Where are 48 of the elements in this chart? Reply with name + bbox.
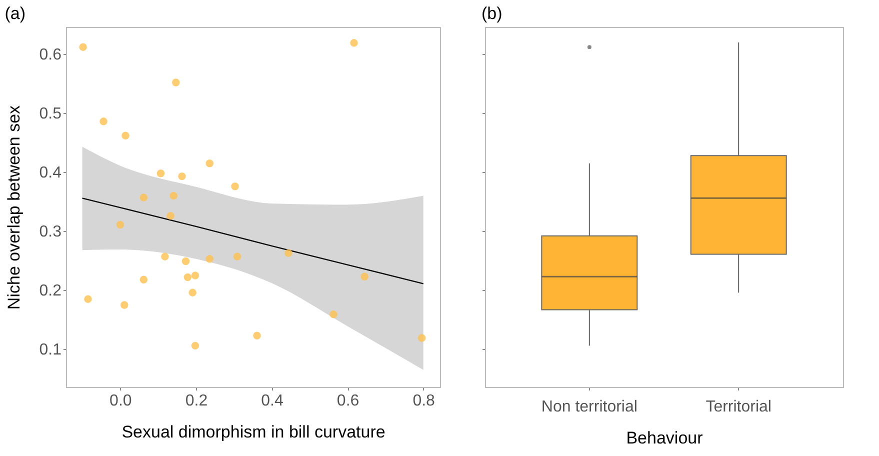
- point: [116, 220, 124, 229]
- y-tick-label: 0.3: [39, 224, 62, 241]
- point: [100, 118, 108, 126]
- point: [140, 194, 148, 202]
- point: [350, 39, 358, 47]
- point: [330, 310, 338, 318]
- point: [231, 182, 239, 190]
- point: [233, 252, 242, 260]
- point: [172, 78, 180, 86]
- chart-title: (b): [482, 4, 502, 23]
- x-axis-title: Behaviour: [626, 428, 704, 448]
- point: [284, 249, 292, 257]
- x-tick-label: 0.6: [336, 392, 360, 410]
- point: [166, 212, 174, 220]
- point: [191, 342, 200, 350]
- point: [253, 332, 261, 340]
- line-series: [82, 198, 424, 284]
- point: [156, 169, 165, 178]
- x-tick-label: 0.8: [412, 392, 436, 410]
- point: [122, 132, 130, 140]
- point: [161, 252, 169, 260]
- x-tick-label: 0.4: [261, 392, 284, 410]
- x-tick-label: Territorial: [706, 398, 772, 416]
- point: [84, 295, 92, 303]
- point: [170, 192, 178, 200]
- point: [191, 272, 200, 280]
- y-tick-label: 0.1: [39, 342, 62, 359]
- point: [188, 288, 196, 296]
- point: [206, 159, 214, 168]
- y-tick-label: 0.4: [39, 164, 62, 182]
- x-axis-title: Sexual dimorphism in bill curvature: [122, 422, 386, 442]
- x-tick-label: Non territorial: [541, 398, 638, 416]
- y-axis-title: Niche overlap between sex: [4, 104, 24, 310]
- point: [360, 272, 368, 281]
- x-tick-label: 0.2: [185, 392, 208, 410]
- chart-title: (a): [4, 4, 26, 23]
- point: [418, 334, 426, 342]
- x-tick-label: 0.0: [110, 392, 132, 410]
- point: [140, 276, 148, 284]
- point: [120, 301, 128, 309]
- point: [206, 255, 214, 263]
- y-tick-label: 0.6: [39, 46, 62, 64]
- point: [79, 43, 87, 51]
- point: [182, 257, 190, 266]
- point: [184, 273, 192, 282]
- y-tick-label: 0.2: [39, 282, 62, 300]
- y-tick-label: 0.5: [39, 106, 62, 123]
- point: [178, 172, 186, 180]
